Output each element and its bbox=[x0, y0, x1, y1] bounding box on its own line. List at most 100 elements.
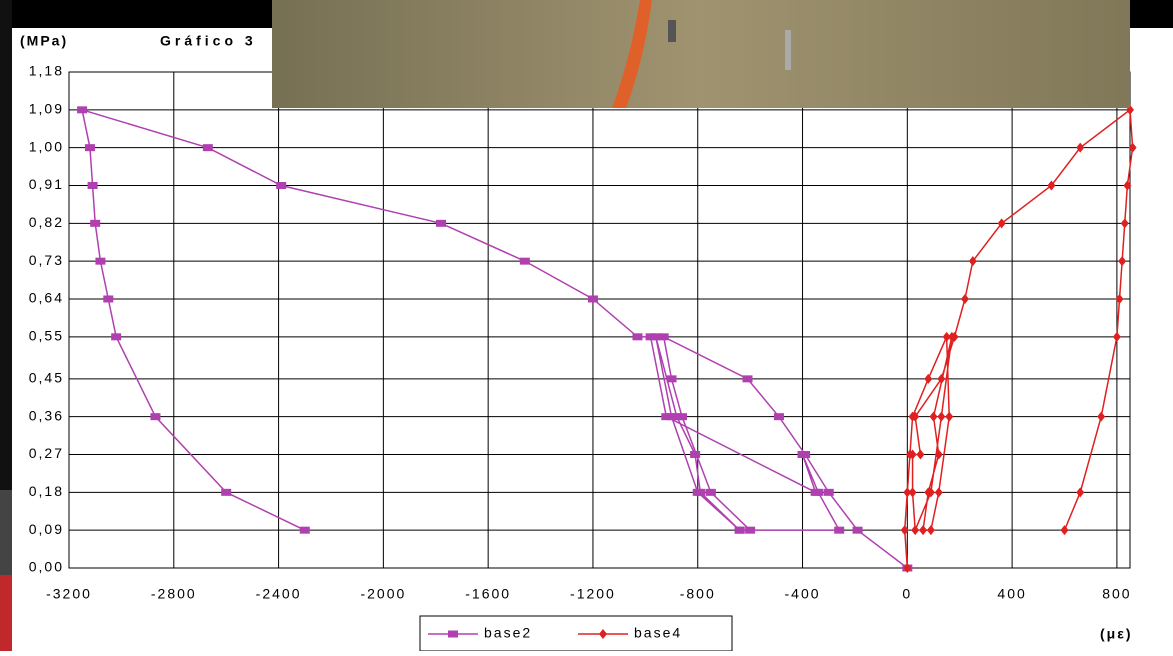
marker bbox=[900, 525, 909, 536]
marker bbox=[1097, 411, 1106, 422]
marker bbox=[1120, 218, 1129, 229]
marker bbox=[519, 257, 530, 265]
y-tick-label: 0,00 bbox=[29, 559, 64, 575]
marker bbox=[692, 488, 703, 496]
marker bbox=[1076, 142, 1085, 153]
y-axis-label: (MPa) bbox=[20, 33, 68, 49]
marker bbox=[1118, 256, 1127, 267]
marker bbox=[810, 488, 821, 496]
marker bbox=[926, 487, 935, 498]
marker bbox=[745, 526, 756, 534]
legend-marker bbox=[599, 629, 607, 639]
y-tick-label: 0,82 bbox=[29, 214, 64, 230]
marker bbox=[942, 331, 951, 342]
y-tick-label: 0,64 bbox=[29, 290, 64, 306]
y-tick-label: 1,00 bbox=[29, 138, 64, 154]
x-tick-label: -2800 bbox=[151, 586, 197, 602]
marker bbox=[911, 525, 920, 536]
marker bbox=[202, 144, 213, 152]
y-tick-label: 0,18 bbox=[29, 483, 64, 499]
y-tick-label: 0,73 bbox=[29, 252, 64, 268]
marker bbox=[834, 526, 845, 534]
marker bbox=[299, 526, 310, 534]
marker bbox=[916, 449, 925, 460]
marker bbox=[903, 563, 912, 573]
x-tick-label: -400 bbox=[785, 586, 821, 602]
marker bbox=[911, 411, 920, 422]
x-tick-label: -3200 bbox=[46, 586, 92, 602]
series-line bbox=[81, 108, 908, 569]
y-tick-label: 0,09 bbox=[29, 521, 64, 537]
left-strip-gray bbox=[0, 490, 12, 575]
marker bbox=[632, 333, 643, 341]
marker bbox=[823, 488, 834, 496]
marker bbox=[908, 449, 917, 460]
marker bbox=[84, 144, 95, 152]
marker bbox=[677, 413, 688, 421]
marker bbox=[924, 373, 933, 384]
marker bbox=[1047, 180, 1056, 191]
marker bbox=[671, 413, 682, 421]
left-strip-red bbox=[0, 575, 12, 651]
marker bbox=[742, 375, 753, 383]
marker bbox=[1076, 487, 1085, 498]
marker bbox=[908, 487, 917, 498]
marker bbox=[934, 487, 943, 498]
marker bbox=[797, 451, 808, 459]
marker bbox=[1060, 525, 1069, 536]
chart-title: Gráfico 3 bbox=[160, 33, 257, 49]
marker bbox=[658, 333, 669, 341]
marker bbox=[103, 295, 114, 303]
plot-area: 0,00 0,09 0,18 0,27 0,36 0,45 0,55 0,64 0,73 0,82… bbox=[29, 63, 1137, 602]
y-tick-label: 1,18 bbox=[29, 63, 64, 79]
marker bbox=[734, 526, 745, 534]
marker bbox=[929, 411, 938, 422]
marker bbox=[87, 181, 98, 189]
y-tick-label: 0,91 bbox=[29, 176, 64, 192]
marker bbox=[934, 449, 943, 460]
y-tick-label: 1,09 bbox=[29, 101, 64, 117]
marker bbox=[666, 413, 677, 421]
marker bbox=[690, 451, 701, 459]
marker bbox=[650, 333, 661, 341]
x-tick-label: 800 bbox=[1102, 586, 1131, 602]
y-tick-label: 0,36 bbox=[29, 407, 64, 423]
marker bbox=[1115, 293, 1124, 304]
marker bbox=[587, 295, 598, 303]
x-tick-label: 400 bbox=[997, 586, 1026, 602]
marker bbox=[960, 293, 969, 304]
marker bbox=[1123, 180, 1132, 191]
marker bbox=[950, 331, 959, 342]
photo-overlay bbox=[272, 0, 1130, 108]
marker bbox=[919, 525, 928, 536]
legend-label: base4 bbox=[634, 625, 682, 641]
marker bbox=[1112, 331, 1121, 342]
x-tick-label: -2400 bbox=[256, 586, 302, 602]
left-strip bbox=[0, 0, 12, 490]
x-tick-label: -800 bbox=[680, 586, 716, 602]
x-axis-label: (με) bbox=[1100, 626, 1133, 642]
marker bbox=[666, 375, 677, 383]
marker bbox=[276, 181, 287, 189]
marker bbox=[852, 526, 863, 534]
marker bbox=[436, 219, 447, 227]
marker bbox=[937, 411, 946, 422]
marker bbox=[945, 411, 954, 422]
x-tick-label: -2000 bbox=[360, 586, 406, 602]
legend-marker bbox=[448, 630, 458, 638]
y-tick-label: 0,27 bbox=[29, 445, 64, 461]
marker bbox=[773, 413, 784, 421]
marker bbox=[1128, 142, 1137, 153]
marker bbox=[150, 413, 161, 421]
marker bbox=[90, 219, 101, 227]
marker bbox=[111, 333, 122, 341]
marker bbox=[705, 488, 716, 496]
series-line bbox=[903, 108, 1134, 569]
marker bbox=[997, 218, 1006, 229]
marker bbox=[968, 256, 977, 267]
x-tick-label: -1200 bbox=[570, 586, 616, 602]
x-tick-label: -1600 bbox=[465, 586, 511, 602]
marker bbox=[937, 373, 946, 384]
y-tick-label: 0,45 bbox=[29, 370, 64, 386]
